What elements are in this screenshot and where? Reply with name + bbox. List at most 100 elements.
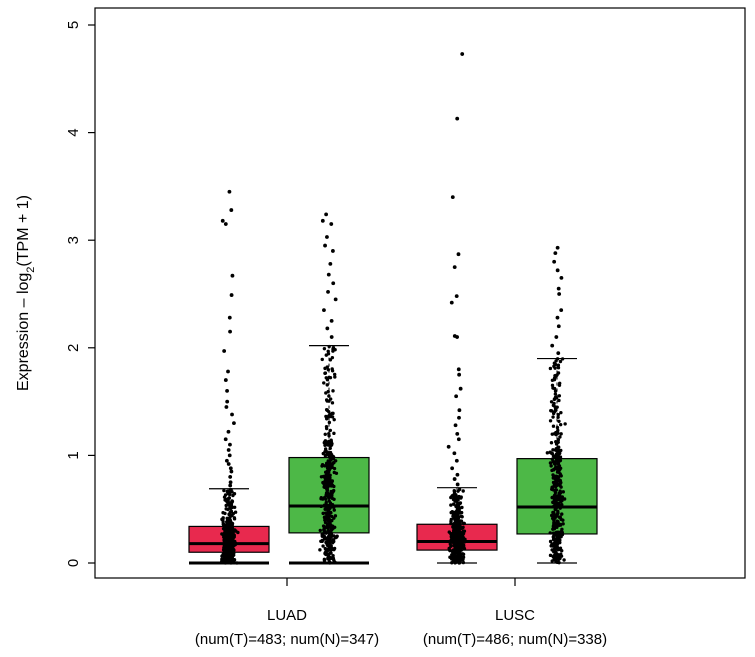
data-point (558, 359, 563, 364)
data-point (329, 551, 333, 555)
y-tick-label: 4 (65, 128, 82, 136)
outlier-point (329, 319, 334, 323)
data-point (221, 520, 225, 524)
outlier-point (220, 218, 225, 223)
outlier-point (457, 408, 462, 413)
data-point (231, 493, 235, 498)
data-point (225, 526, 230, 530)
data-point (461, 521, 466, 526)
outlier-point (229, 293, 234, 297)
data-point (229, 560, 233, 565)
data-point (326, 450, 331, 455)
data-point (222, 544, 227, 548)
data-point (560, 495, 565, 499)
data-point (332, 497, 336, 501)
data-point (329, 548, 333, 552)
outlier-point (224, 405, 229, 409)
data-point (448, 548, 452, 553)
data-point (327, 431, 331, 436)
data-point (556, 475, 561, 479)
data-point (557, 553, 561, 558)
data-point (461, 552, 466, 556)
data-point (556, 415, 560, 419)
data-point (229, 501, 234, 506)
data-point (458, 559, 462, 563)
data-point (462, 529, 467, 533)
data-point (327, 557, 331, 561)
outlier-point (557, 292, 562, 296)
data-point (327, 414, 331, 418)
data-point (320, 464, 324, 468)
outlier-point (456, 252, 461, 257)
data-point (221, 511, 225, 515)
data-point (459, 519, 464, 523)
data-point (559, 485, 563, 489)
outlier-point (226, 369, 230, 374)
data-point (454, 529, 458, 533)
outlier-point (229, 208, 234, 212)
outlier-point (456, 367, 461, 372)
box-lusc-n (516, 245, 598, 565)
data-point (323, 432, 327, 436)
data-point (333, 375, 337, 379)
outlier-point (457, 372, 462, 377)
outlier-point (226, 462, 231, 466)
data-point (557, 456, 562, 460)
outlier-point (553, 251, 558, 256)
data-point (548, 553, 553, 558)
data-point (227, 512, 232, 517)
outlier-point (559, 308, 564, 313)
data-point (321, 511, 325, 516)
data-point (558, 435, 562, 439)
data-point (449, 555, 453, 560)
data-point (228, 527, 233, 531)
outlier-point (455, 472, 460, 477)
data-point (329, 452, 334, 457)
data-point (460, 532, 464, 537)
data-point (554, 488, 559, 492)
data-point (319, 475, 324, 479)
data-point (231, 512, 235, 516)
data-point (328, 375, 333, 380)
data-point (323, 551, 327, 556)
box-luad-t (188, 189, 270, 565)
data-point (551, 415, 555, 419)
data-point (552, 521, 556, 525)
data-point (461, 489, 465, 493)
data-point (324, 391, 328, 395)
outlier-point (228, 475, 233, 479)
data-point (459, 526, 464, 530)
data-point (548, 461, 553, 465)
data-point (454, 510, 458, 515)
data-point (449, 510, 453, 515)
outlier-point (325, 326, 330, 331)
data-point (228, 536, 233, 541)
data-point (318, 528, 322, 533)
data-point (332, 508, 336, 512)
data-point (559, 432, 563, 436)
plot-frame (94, 7, 746, 579)
outlier-point (223, 378, 228, 382)
data-point (322, 528, 326, 532)
data-point (453, 560, 457, 564)
data-point (328, 539, 332, 544)
outlier-point (556, 286, 561, 291)
data-point (555, 525, 559, 529)
data-point (457, 487, 462, 492)
data-point (556, 440, 560, 444)
data-point (553, 366, 557, 370)
data-point (550, 457, 555, 461)
data-point (324, 540, 328, 545)
data-point (324, 398, 329, 402)
data-point (459, 514, 464, 519)
y-axis: 0 1 2 3 4 5 (65, 21, 95, 567)
data-point (226, 551, 230, 555)
data-point (552, 401, 556, 406)
data-point (327, 441, 332, 445)
data-point (550, 468, 554, 473)
data-point (545, 451, 550, 455)
data-point (224, 507, 228, 511)
outlier-point (550, 343, 555, 348)
data-point (326, 523, 331, 528)
